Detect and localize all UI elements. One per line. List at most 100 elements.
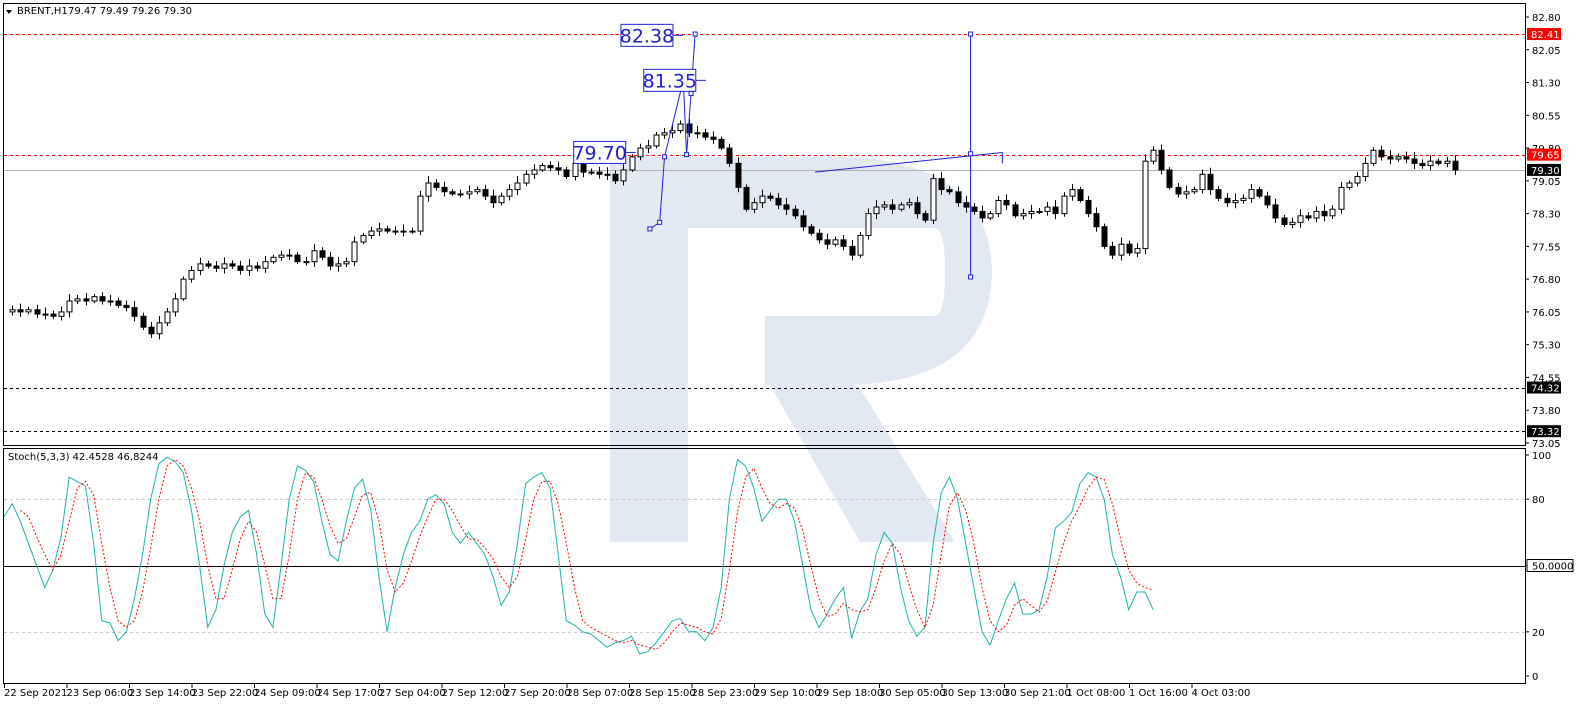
time-tick-label-8: 27 Sep 20:00: [504, 688, 571, 699]
candle-149: [1215, 186, 1222, 202]
candle-body: [1215, 189, 1222, 199]
candle-body: [457, 193, 464, 196]
candle-6: [50, 310, 57, 320]
candle-89: [726, 143, 733, 167]
candle-body: [1427, 160, 1434, 167]
candle-37: [303, 256, 310, 266]
candle-150: [1224, 193, 1231, 207]
price-tick-label-8: 76.80: [1532, 275, 1561, 286]
candle-body: [1085, 200, 1092, 215]
candle-body: [1166, 169, 1173, 188]
candle-body: [25, 309, 32, 313]
candle-147: [1199, 169, 1206, 194]
candle-159: [1297, 209, 1304, 228]
candle-64: [523, 170, 530, 187]
stoch-axis: 100 80 50.0000 20 0: [1525, 451, 1574, 683]
candle-44: [360, 232, 367, 245]
projection-node-1: [657, 219, 663, 225]
candle-body: [148, 326, 155, 335]
candle-body: [172, 298, 179, 313]
candle-body: [498, 195, 505, 204]
candle-body: [702, 132, 709, 138]
candle-105: [857, 231, 864, 258]
level-tag-text: 82.41: [1531, 30, 1560, 41]
candle-169: [1378, 145, 1385, 161]
candle-body: [1281, 217, 1288, 226]
candle-body: [531, 169, 538, 175]
candle-1: [9, 305, 16, 316]
candle-133: [1085, 196, 1092, 218]
stoch-tick-label-2: 50.0000: [1532, 562, 1573, 573]
candle-46: [376, 222, 383, 236]
time-tick-label-0: 22 Sep 2021: [4, 688, 67, 699]
candle-body: [816, 232, 823, 241]
price-tick-label-1: 82.05: [1532, 46, 1561, 57]
symbol-dropdown-icon[interactable]: [6, 10, 12, 14]
projection-label-0: 82.38: [620, 23, 683, 47]
candle-63: [514, 176, 521, 196]
candle-body: [156, 322, 163, 335]
candle-137: [1118, 237, 1125, 261]
candle-body: [1207, 173, 1214, 191]
candle-body: [294, 254, 301, 263]
candle-body: [205, 263, 212, 267]
candle-53: [433, 179, 440, 191]
level-tag-box: [1527, 163, 1561, 176]
price-tick-label-3: 80.55: [1532, 111, 1561, 122]
candle-30: [246, 259, 253, 277]
horizontal-levels: [4, 34, 1525, 432]
candle-body: [1191, 189, 1198, 193]
candle-body: [808, 226, 815, 234]
candle-9: [74, 294, 81, 305]
candle-body: [376, 228, 383, 232]
measure-bottom-node: [968, 274, 974, 280]
candle-body: [1093, 213, 1100, 228]
time-tick-label-13: 29 Sep 18:00: [817, 688, 884, 699]
candle-body: [637, 147, 644, 158]
candle-97: [792, 205, 799, 219]
candle-body: [425, 182, 432, 197]
candle-31: [254, 262, 261, 272]
candle-22: [180, 276, 187, 301]
candle-20: [164, 307, 171, 326]
candle-body: [441, 186, 448, 193]
candle-body: [1329, 208, 1336, 217]
candle-139: [1134, 243, 1141, 258]
candle-2: [17, 303, 24, 317]
candle-body: [417, 195, 424, 232]
price-tick-label-7: 77.55: [1532, 242, 1561, 253]
candle-body: [506, 189, 513, 197]
candle-body: [995, 200, 1002, 215]
candle-148: [1207, 167, 1214, 195]
candle-142: [1158, 144, 1165, 175]
candle-144: [1175, 183, 1182, 198]
main-panel-frame: [3, 3, 1526, 446]
candle-body: [1052, 206, 1059, 215]
candle-body: [246, 265, 253, 271]
candle-168: [1370, 147, 1377, 166]
candle-body: [946, 189, 953, 193]
candle-body: [523, 173, 530, 184]
candle-body: [66, 300, 73, 313]
candle-body: [107, 300, 114, 303]
candle-129: [1052, 200, 1059, 220]
time-tick-label-7: 27 Sep 12:00: [442, 688, 509, 699]
candle-98: [800, 210, 807, 232]
time-tick-label-18: 1 Oct 16:00: [1129, 688, 1188, 699]
candle-73: [596, 166, 603, 179]
candle-body: [767, 195, 774, 199]
time-tick-label-15: 30 Sep 13:00: [942, 688, 1009, 699]
candle-body: [58, 311, 65, 317]
candle-body: [91, 296, 98, 302]
candle-body: [1126, 243, 1133, 254]
candle-body: [686, 123, 693, 134]
candle-36: [294, 252, 301, 265]
stoch-tick-label-4: 0: [1532, 672, 1538, 683]
candle-26: [213, 261, 220, 273]
time-tick-label-1: 23 Sep 06:00: [67, 688, 134, 699]
candle-body: [270, 256, 277, 263]
candle-body: [466, 191, 473, 195]
candle-body: [1020, 213, 1027, 217]
candle-body: [612, 173, 619, 182]
